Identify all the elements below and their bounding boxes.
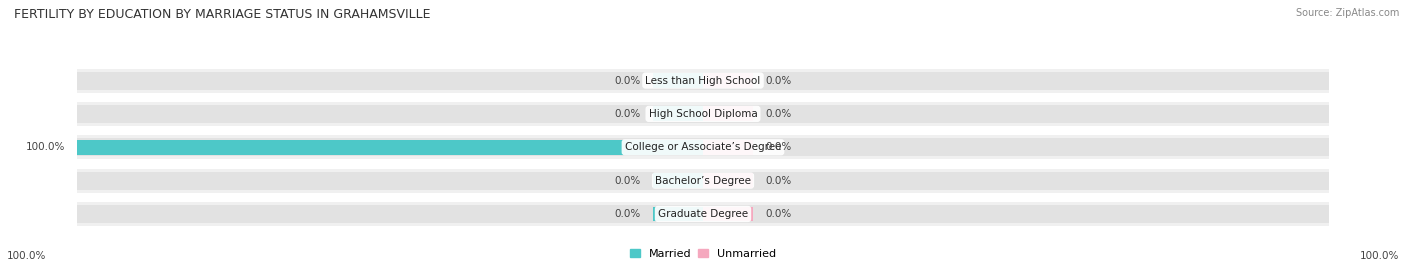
Text: 0.0%: 0.0% [614, 76, 641, 86]
Bar [77, 172, 703, 190]
Bar [703, 172, 1329, 190]
Text: FERTILITY BY EDUCATION BY MARRIAGE STATUS IN GRAHAMSVILLE: FERTILITY BY EDUCATION BY MARRIAGE STATU… [14, 8, 430, 21]
Text: 0.0%: 0.0% [765, 176, 792, 186]
Text: Less than High School: Less than High School [645, 76, 761, 86]
Bar [77, 105, 703, 123]
Bar [77, 205, 703, 223]
Bar [703, 205, 1329, 223]
Bar [703, 207, 754, 221]
Text: 0.0%: 0.0% [765, 109, 792, 119]
Bar [703, 173, 754, 188]
Bar [703, 138, 1329, 156]
Text: Source: ZipAtlas.com: Source: ZipAtlas.com [1295, 8, 1399, 18]
Bar [77, 138, 703, 156]
Bar [703, 105, 1329, 123]
Text: 100.0%: 100.0% [7, 250, 46, 261]
Bar [703, 72, 1329, 90]
Text: Graduate Degree: Graduate Degree [658, 209, 748, 219]
Bar [652, 107, 703, 121]
Text: Bachelor’s Degree: Bachelor’s Degree [655, 176, 751, 186]
Bar [703, 107, 754, 121]
Text: 100.0%: 100.0% [25, 142, 65, 152]
Text: 0.0%: 0.0% [614, 209, 641, 219]
Bar [77, 72, 703, 90]
Legend: Married, Unmarried: Married, Unmarried [626, 245, 780, 263]
Text: College or Associate’s Degree: College or Associate’s Degree [624, 142, 782, 152]
Bar [652, 73, 703, 88]
Bar [652, 173, 703, 188]
Text: 100.0%: 100.0% [1360, 250, 1399, 261]
Text: 0.0%: 0.0% [765, 142, 792, 152]
Bar [652, 207, 703, 221]
Text: High School Diploma: High School Diploma [648, 109, 758, 119]
Bar [77, 140, 703, 155]
Text: 0.0%: 0.0% [765, 209, 792, 219]
Text: 0.0%: 0.0% [614, 109, 641, 119]
Bar [703, 140, 754, 155]
Text: 0.0%: 0.0% [614, 176, 641, 186]
Text: 0.0%: 0.0% [765, 76, 792, 86]
Bar [703, 73, 754, 88]
